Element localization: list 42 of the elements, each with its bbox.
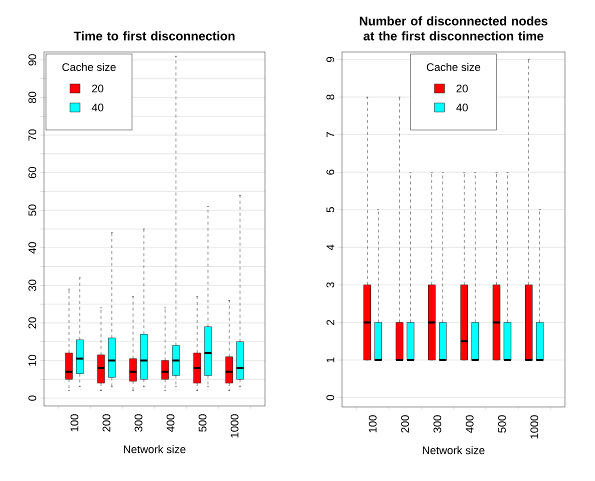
y-tick-label: 20 — [28, 317, 36, 329]
x-tick-label: 400 — [166, 414, 174, 432]
legend-label: 40 — [92, 104, 104, 112]
x-tick-label: 1000 — [530, 415, 538, 438]
x-tick-label: 100 — [70, 414, 78, 432]
x-tick-label: 300 — [134, 414, 142, 432]
y-tick-label: 10 — [28, 354, 36, 366]
x-tick-label: 300 — [433, 415, 442, 433]
y-tick-label: 0 — [28, 395, 36, 401]
y-tick-label: 0 — [326, 394, 334, 400]
legend-label: 40 — [456, 104, 468, 112]
y-tick-label: 7 — [326, 132, 334, 138]
x-tick-label: 200 — [102, 414, 110, 432]
y-tick-label: 40 — [28, 242, 36, 254]
x-tick-label: 200 — [401, 415, 409, 433]
y-tick-label: 2 — [326, 320, 334, 325]
y-tick-label: 6 — [326, 170, 334, 175]
y-tick-label: 60 — [28, 166, 36, 178]
y-tick-label: 70 — [28, 129, 36, 141]
legend-label: 20 — [92, 84, 104, 92]
y-tick-label: 5 — [326, 207, 334, 212]
y-tick-label: 8 — [326, 94, 334, 100]
x-tick-label: 1000 — [230, 414, 238, 438]
legend-title: Cache size — [62, 62, 116, 72]
y-tick-label: 3 — [326, 282, 334, 288]
x-tick-label: 500 — [198, 414, 206, 432]
y-tick-label: 50 — [28, 204, 36, 216]
y-tick-label: 80 — [28, 92, 36, 104]
y-tick-label: 9 — [326, 56, 334, 62]
x-tick-label: 400 — [466, 415, 474, 433]
x-tick-label: 100 — [368, 415, 377, 432]
y-tick-label: 1 — [326, 358, 334, 362]
y-tick-label: 30 — [28, 280, 36, 292]
x-axis-title: Network size — [124, 445, 186, 454]
legend-title: Cache size — [426, 62, 480, 72]
legend-label: 20 — [456, 84, 468, 92]
chart-title: Time to first disconnection — [74, 31, 235, 40]
y-tick-label: 4 — [326, 244, 334, 250]
chart-title: Number of disconnected nodes at the first disconnection time — [360, 16, 548, 40]
x-tick-label: 500 — [498, 415, 506, 433]
x-axis-title: Network size — [422, 446, 484, 454]
y-tick-label: 90 — [28, 54, 36, 66]
